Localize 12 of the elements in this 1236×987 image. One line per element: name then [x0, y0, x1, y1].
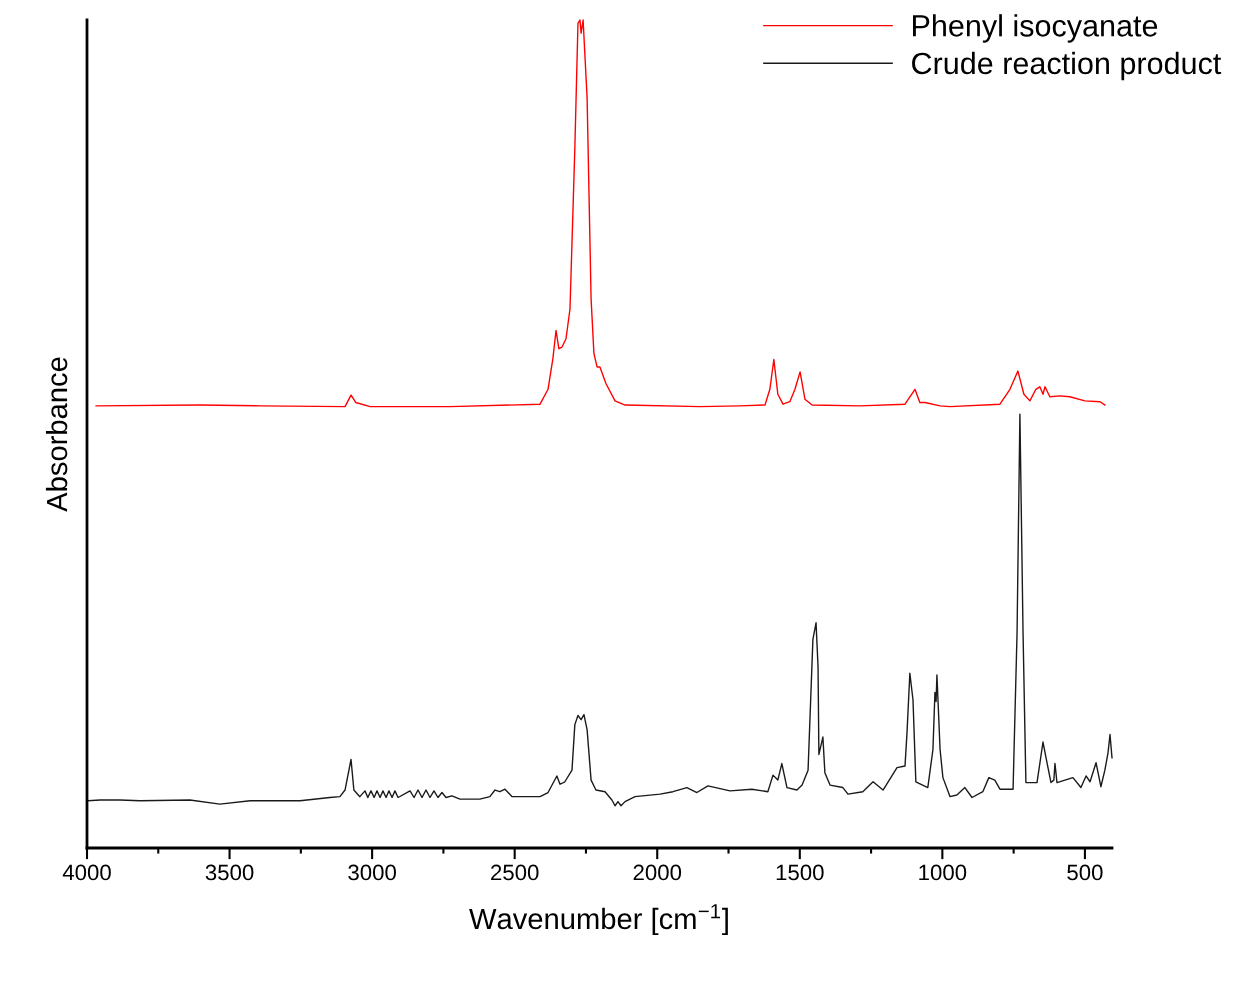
- x-tick-label: 3000: [348, 864, 396, 881]
- x-tick-label: 2500: [491, 864, 539, 881]
- y-axis-title: Absorbance: [45, 357, 68, 512]
- x-tick-label: 500: [1067, 864, 1103, 881]
- legend-label: Crude reaction product: [912, 51, 1222, 81]
- x-axis-title: Wavenumber [cm$^{−1}$]: [469, 904, 728, 936]
- legend-label: Phenyl isocyanate: [913, 14, 1158, 43]
- x-tick-label: 3500: [205, 864, 254, 881]
- x-tick-label: 4000: [62, 864, 111, 881]
- x-tick-label: 1000: [919, 864, 967, 881]
- x-tick-label: 1500: [776, 864, 824, 881]
- x-tick-label: 2000: [633, 864, 682, 881]
